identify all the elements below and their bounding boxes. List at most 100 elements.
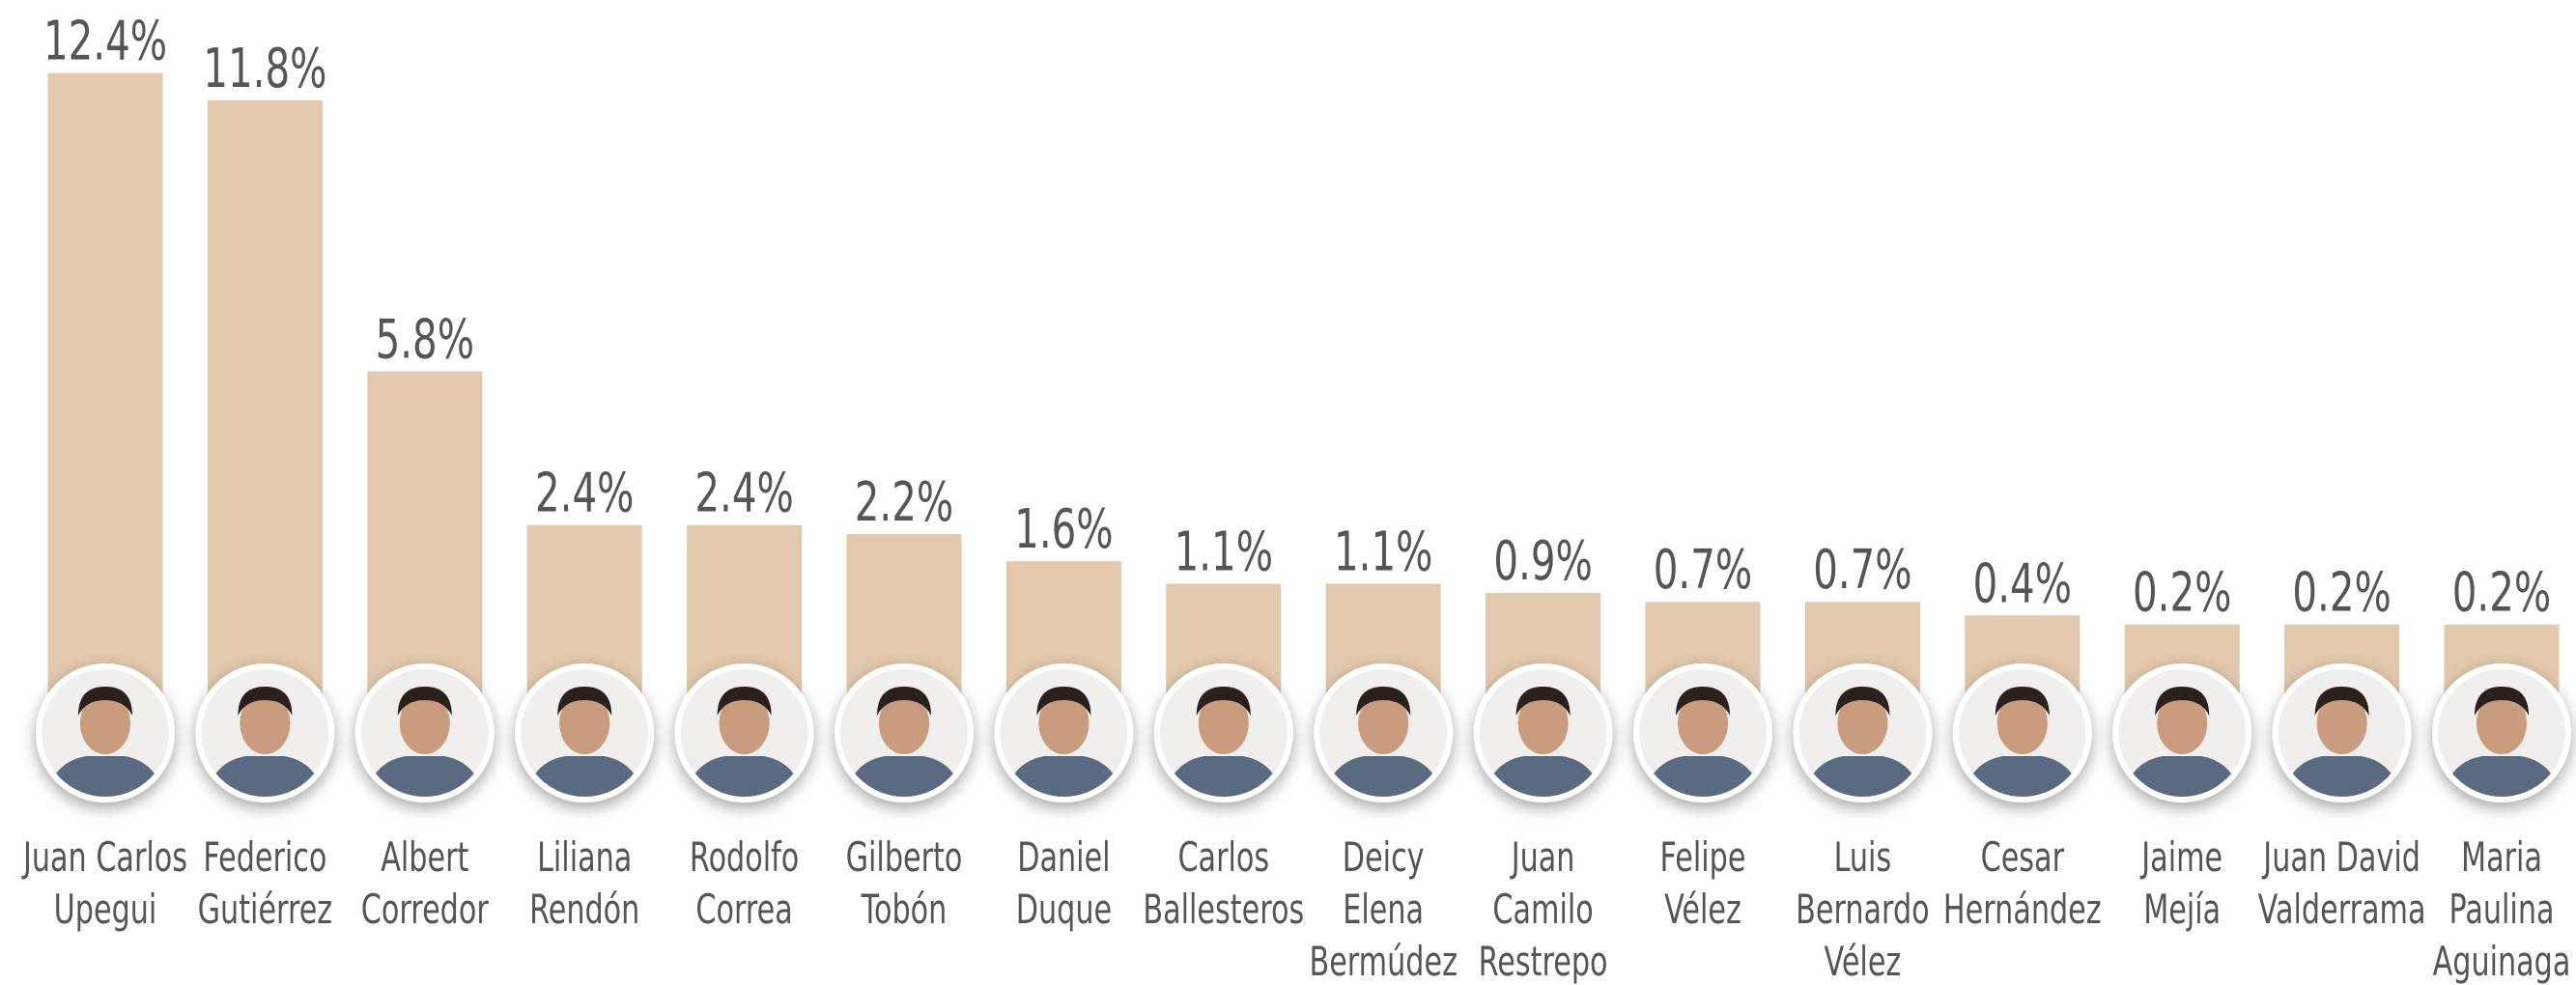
candidate-name: Valderrama bbox=[2258, 886, 2426, 933]
candidate-name: Upegui bbox=[54, 886, 157, 933]
candidate-name: Bermúdez bbox=[1309, 938, 1457, 985]
hair bbox=[2314, 687, 2369, 716]
candidate-name: Carlos bbox=[1177, 833, 1269, 881]
candidate-name: Vélez bbox=[1664, 886, 1741, 933]
candidate-name: Hernández bbox=[1943, 886, 2102, 933]
hair bbox=[238, 687, 293, 716]
candidate-name: Felipe bbox=[1660, 833, 1746, 881]
candidate-photo bbox=[1314, 663, 1454, 802]
head bbox=[1038, 692, 1090, 754]
candidate-photo bbox=[2272, 663, 2412, 802]
candidate-name: Cesar bbox=[1981, 833, 2065, 881]
head bbox=[1358, 692, 1409, 754]
value-label: 2.4% bbox=[535, 462, 634, 524]
hair bbox=[1676, 687, 1730, 716]
hair bbox=[1995, 687, 2050, 716]
candidate-name: Rendón bbox=[529, 886, 639, 933]
candidate-name: Federico bbox=[203, 833, 326, 881]
head bbox=[399, 692, 450, 754]
candidate-name: Maria bbox=[2461, 833, 2542, 881]
head bbox=[1517, 692, 1569, 754]
candidate-name: Bernardo bbox=[1796, 886, 1929, 933]
head bbox=[2477, 692, 2527, 754]
candidate-photo bbox=[515, 663, 655, 802]
candidate-photo bbox=[1633, 663, 1772, 802]
candidate-photo bbox=[1952, 663, 2092, 802]
bar bbox=[47, 72, 163, 734]
value-label: 0.4% bbox=[1973, 552, 2072, 615]
candidate-photo bbox=[1793, 663, 1933, 802]
hair bbox=[397, 687, 452, 716]
candidate-name: Corredor bbox=[361, 886, 490, 933]
hair bbox=[1835, 687, 1890, 716]
candidate-name: Tobón bbox=[861, 886, 947, 933]
head bbox=[559, 692, 610, 754]
candidate-name: Liliana bbox=[537, 833, 632, 881]
candidate-photo bbox=[195, 663, 335, 802]
head bbox=[2157, 692, 2208, 754]
head bbox=[719, 692, 770, 754]
candidate-name: Rodolfo bbox=[690, 833, 799, 881]
candidate-name: Jaime bbox=[2140, 833, 2223, 881]
candidate-photo bbox=[2432, 663, 2571, 802]
value-label: 0.7% bbox=[1813, 539, 1911, 602]
candidate-photo bbox=[1473, 663, 1613, 802]
candidate-name: Juan David bbox=[2262, 833, 2420, 881]
head bbox=[1837, 692, 1888, 754]
hair bbox=[877, 687, 931, 716]
value-label: 1.1% bbox=[1175, 521, 1273, 583]
hair bbox=[1356, 687, 1411, 716]
photo bbox=[1479, 669, 1607, 797]
candidate-name: Albert bbox=[381, 833, 468, 881]
value-label: 0.2% bbox=[2292, 561, 2391, 624]
candidate-photo bbox=[2112, 663, 2252, 802]
candidate-name: Aguinaga bbox=[2433, 938, 2571, 985]
candidate-name: Correa bbox=[695, 886, 792, 933]
photo bbox=[1319, 669, 1448, 797]
value-label: 1.6% bbox=[1014, 497, 1113, 560]
hair bbox=[78, 687, 132, 716]
candidate-name: Restrepo bbox=[1479, 938, 1608, 985]
value-label: 0.7% bbox=[1654, 539, 1752, 602]
hair bbox=[2155, 687, 2210, 716]
value-label: 1.1% bbox=[1334, 521, 1432, 583]
photo bbox=[42, 669, 169, 797]
hair bbox=[1196, 687, 1251, 716]
candidate-name: Juan Carlos bbox=[21, 833, 187, 881]
candidate-name: Vélez bbox=[1825, 938, 1902, 985]
candidate-photo bbox=[994, 663, 1134, 802]
hair bbox=[557, 687, 612, 716]
candidate-name: Camilo bbox=[1492, 886, 1593, 933]
candidate-photo bbox=[354, 663, 495, 802]
candidate-name: Juan bbox=[1510, 833, 1574, 881]
head bbox=[879, 692, 929, 754]
candidate-name: Paulina bbox=[2449, 886, 2554, 933]
head bbox=[1198, 692, 1249, 754]
candidate-name: Mejía bbox=[2143, 886, 2221, 933]
photo bbox=[1639, 669, 1767, 797]
candidate-photo bbox=[1153, 663, 1293, 802]
value-label: 12.4% bbox=[43, 10, 167, 72]
value-label: 0.2% bbox=[2452, 561, 2551, 624]
value-label: 2.4% bbox=[694, 462, 793, 524]
candidate-name: Gutiérrez bbox=[198, 886, 333, 933]
hair bbox=[2475, 687, 2529, 716]
hair bbox=[1515, 687, 1571, 716]
hair bbox=[1036, 687, 1091, 716]
value-label: 5.8% bbox=[376, 308, 474, 371]
head bbox=[1678, 692, 1728, 754]
value-label: 0.2% bbox=[2133, 561, 2231, 624]
head bbox=[2316, 692, 2367, 754]
hair bbox=[717, 687, 772, 716]
candidate-name: Gilberto bbox=[846, 833, 963, 881]
candidate-name: Deicy bbox=[1343, 833, 1425, 881]
candidate-photo bbox=[674, 663, 814, 802]
value-label: 11.8% bbox=[203, 37, 326, 99]
head bbox=[80, 692, 130, 754]
candidate-name: Duque bbox=[1016, 886, 1112, 933]
head bbox=[240, 692, 291, 754]
candidate-name: Ballesteros bbox=[1143, 886, 1304, 933]
candidate-name: Elena bbox=[1343, 886, 1424, 933]
head bbox=[1996, 692, 2048, 754]
